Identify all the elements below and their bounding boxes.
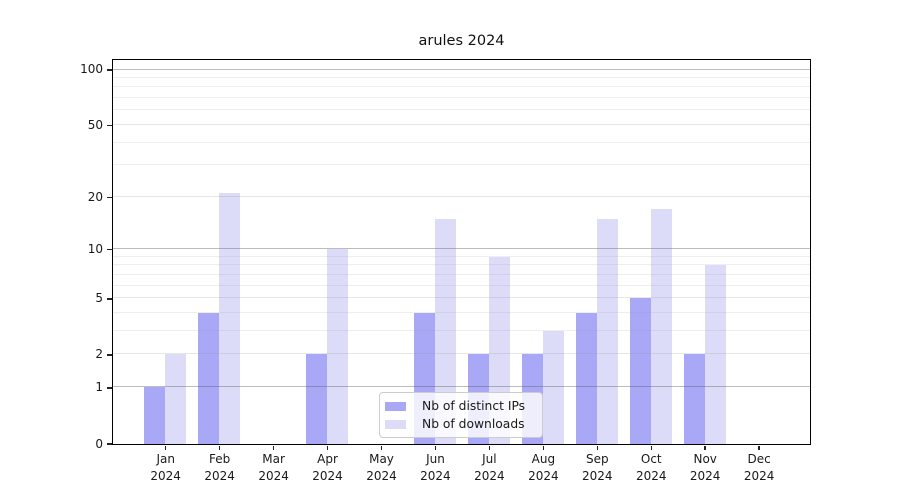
x-tick-label: Mar 2024 <box>242 451 306 484</box>
x-tick-year: 2024 <box>474 468 505 483</box>
gridline <box>112 109 810 111</box>
x-axis-tick <box>758 445 760 450</box>
bar-downloads <box>434 218 456 444</box>
x-tick-month: Oct <box>640 452 662 466</box>
x-axis-tick <box>218 445 221 450</box>
x-tick-year: 2024 <box>204 468 235 483</box>
x-tick-month: Aug <box>531 452 556 466</box>
gridline <box>112 255 810 257</box>
bar-downloads <box>165 354 187 444</box>
x-tick-month: Mar <box>262 452 285 466</box>
bar-distinct-ips <box>144 387 166 444</box>
downloads-swatch <box>385 419 406 429</box>
gridline <box>112 76 810 78</box>
y-tick-label: 50 <box>87 117 103 132</box>
y-axis-tick <box>107 298 112 300</box>
y-tick-label: 100 <box>80 62 103 77</box>
x-tick-month: Dec <box>747 452 771 466</box>
x-tick-month: Jun <box>426 452 445 466</box>
x-tick-year: 2024 <box>528 468 559 483</box>
plot-area <box>111 58 811 445</box>
x-tick-label: Jan 2024 <box>134 451 198 484</box>
x-axis-tick <box>488 445 491 450</box>
bar-distinct-ips <box>198 313 220 444</box>
gridline <box>112 97 810 99</box>
y-axis-tick <box>107 354 112 356</box>
x-tick-month: Feb <box>209 452 231 466</box>
y-tick-label: 1 <box>95 380 103 395</box>
legend-label: Nb of downloads <box>422 417 525 431</box>
y-tick-label: 5 <box>95 291 103 306</box>
bar-distinct-ips <box>306 354 328 444</box>
x-tick-label: Feb 2024 <box>188 451 252 484</box>
bar-downloads <box>704 265 726 444</box>
x-tick-label: Dec 2024 <box>727 451 791 484</box>
gridline <box>112 164 810 166</box>
x-axis-tick <box>380 445 383 450</box>
x-tick-year: 2024 <box>312 468 343 483</box>
y-axis-tick <box>107 196 112 199</box>
gridline <box>112 86 810 88</box>
y-axis-tick <box>107 124 112 127</box>
x-tick-year: 2024 <box>258 468 289 483</box>
x-tick-year: 2024 <box>582 468 613 483</box>
x-tick-year: 2024 <box>743 468 775 483</box>
distinct-ips-swatch <box>385 401 406 411</box>
x-axis-tick <box>704 445 706 450</box>
x-axis-tick <box>434 445 437 450</box>
x-tick-month: Nov <box>693 452 717 466</box>
x-axis-tick <box>326 445 329 450</box>
x-tick-label: Jul 2024 <box>457 451 521 484</box>
x-tick-month: Sep <box>585 452 609 466</box>
x-axis-tick <box>272 445 275 450</box>
x-tick-label: May 2024 <box>350 451 414 484</box>
x-axis-tick <box>542 445 545 450</box>
y-tick-label: 0 <box>95 436 103 451</box>
x-tick-label: Apr 2024 <box>296 451 360 484</box>
gridline <box>112 195 810 197</box>
gridline <box>112 123 810 125</box>
x-tick-year: 2024 <box>366 468 397 483</box>
bar-distinct-ips <box>629 298 651 444</box>
x-tick-month: Apr <box>317 452 338 466</box>
gridline <box>112 68 810 70</box>
x-tick-month: May <box>369 452 394 466</box>
y-axis-tick <box>107 248 112 251</box>
x-tick-year: 2024 <box>420 468 451 483</box>
x-tick-year: 2024 <box>635 468 667 483</box>
y-axis-tick <box>107 387 112 389</box>
x-tick-year: 2024 <box>689 468 721 483</box>
y-axis-tick <box>107 443 112 445</box>
y-axis-tick <box>107 69 112 71</box>
x-axis-tick <box>650 445 652 450</box>
x-tick-label: Nov 2024 <box>673 451 737 484</box>
bar-distinct-ips <box>575 313 597 444</box>
x-tick-month: Jan <box>156 452 175 466</box>
bar-downloads <box>219 193 241 444</box>
x-axis-tick <box>164 445 167 450</box>
legend-item: Nb of distinct IPs <box>385 397 536 415</box>
x-tick-label: Sep 2024 <box>565 451 629 484</box>
bar-downloads <box>596 218 618 444</box>
y-tick-label: 20 <box>87 189 103 204</box>
chart-title: arules 2024 <box>418 33 505 49</box>
y-tick-label: 10 <box>87 242 103 257</box>
x-tick-label: Aug 2024 <box>511 451 575 484</box>
x-tick-label: Oct 2024 <box>619 451 683 484</box>
gridline <box>112 248 810 250</box>
x-axis-tick <box>596 445 599 450</box>
gridline <box>112 141 810 143</box>
bar-downloads <box>542 331 564 444</box>
bar-distinct-ips <box>683 354 705 444</box>
legend-item: Nb of downloads <box>385 415 536 433</box>
y-tick-label: 2 <box>95 347 103 362</box>
legend-label: Nb of distinct IPs <box>422 399 526 413</box>
legend: Nb of distinct IPs Nb of downloads <box>379 392 543 438</box>
x-tick-label: Jun 2024 <box>403 451 467 484</box>
bar-downloads <box>327 249 349 444</box>
bar-downloads <box>650 209 672 444</box>
x-tick-month: Jul <box>482 452 497 466</box>
x-tick-year: 2024 <box>150 468 181 483</box>
